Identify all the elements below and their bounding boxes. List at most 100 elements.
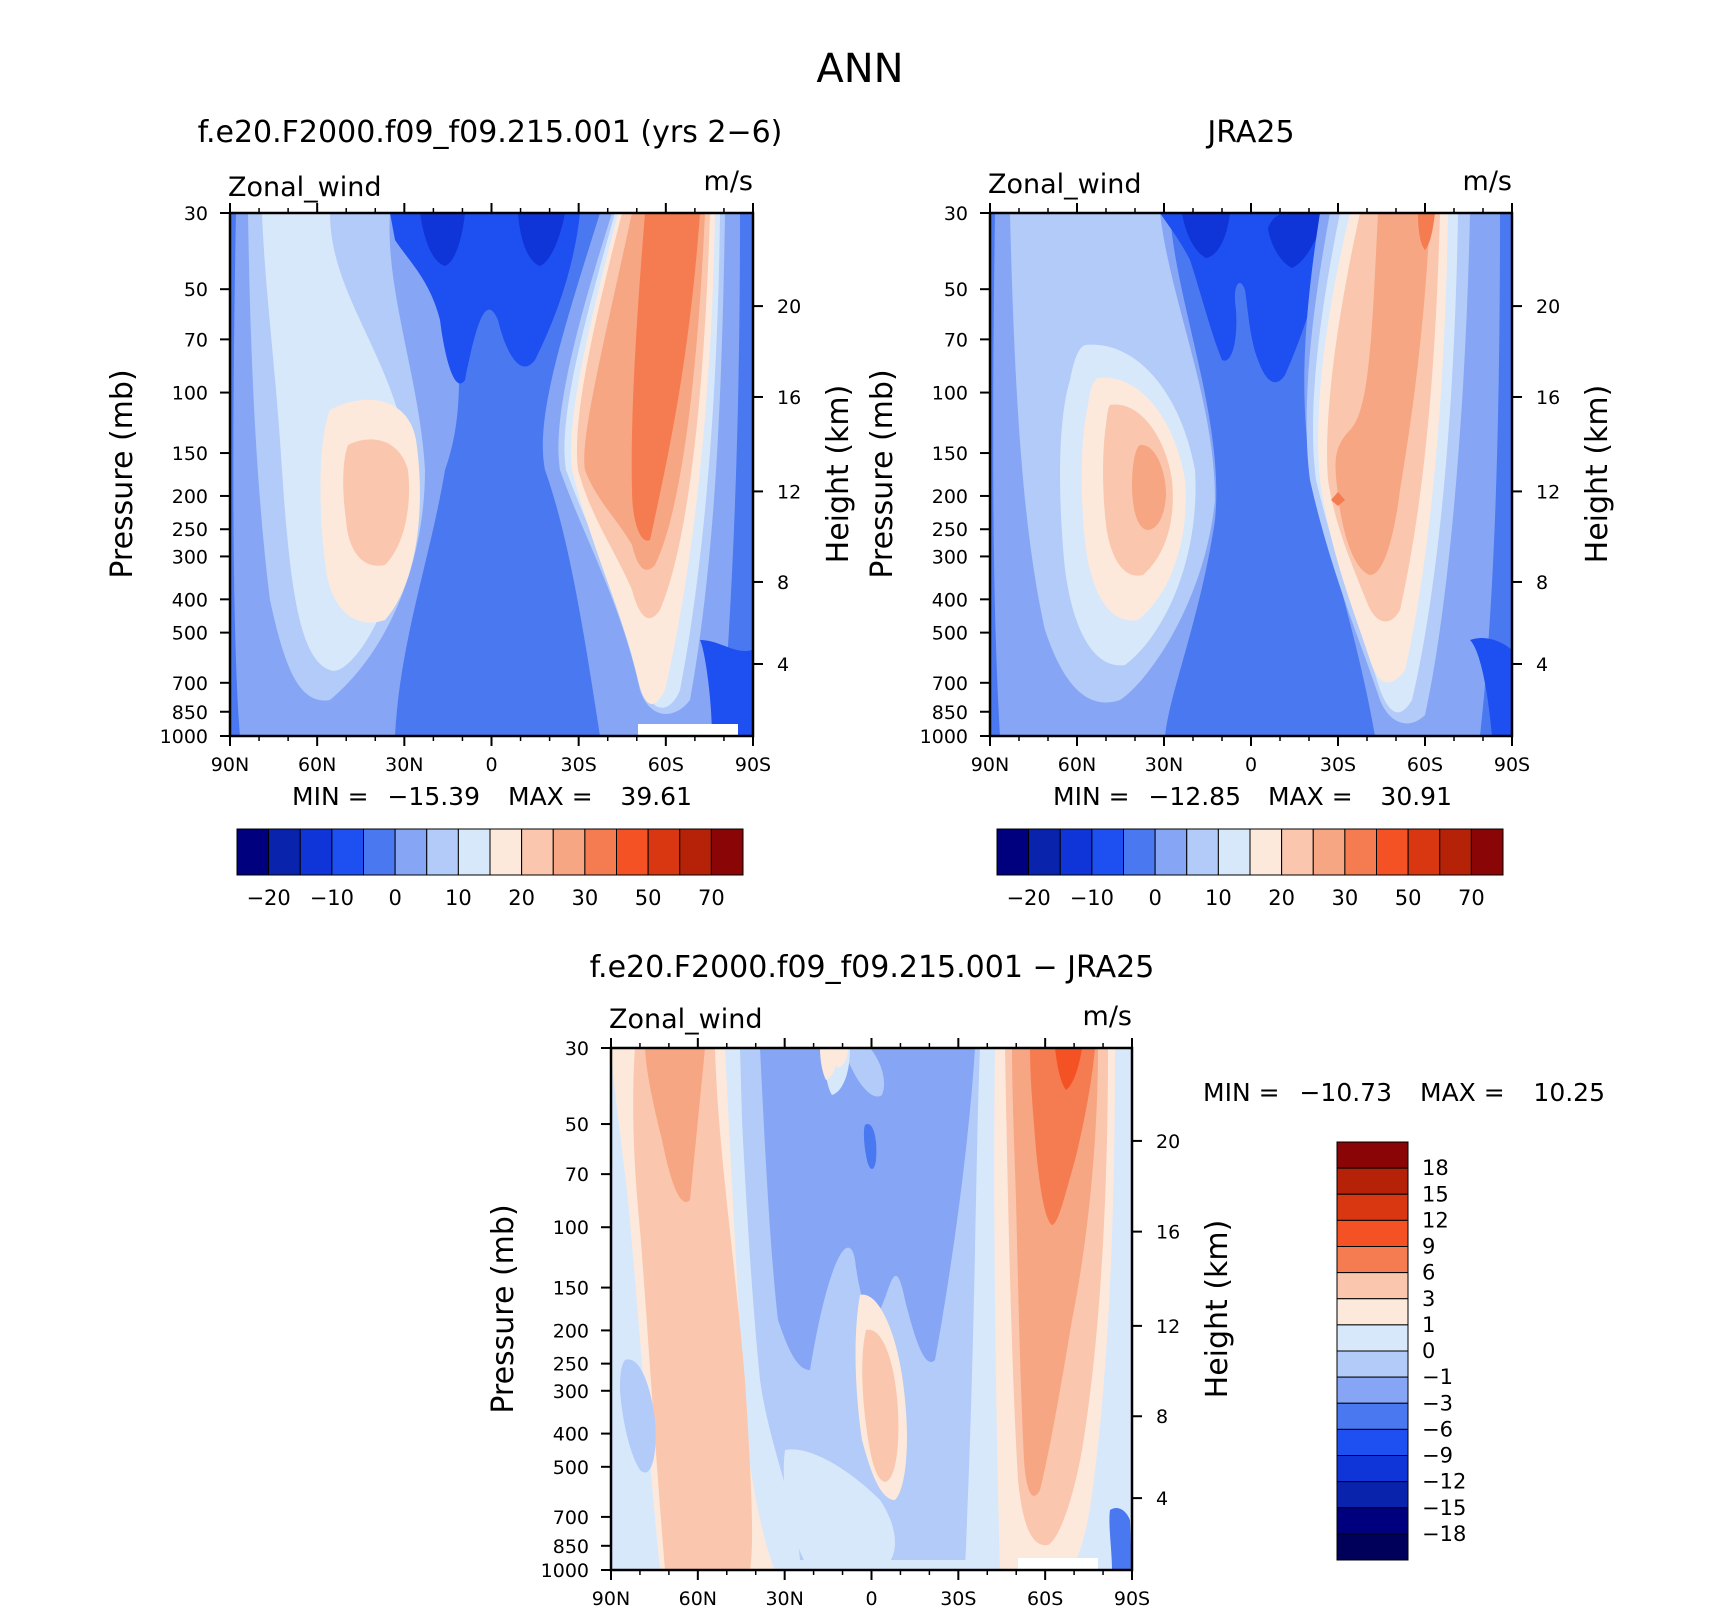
contour-field [611,1048,1132,1570]
y-tick-label: 850 [172,702,208,724]
panel-diff: f.e20.F2000.f09_f09.215.001 − JRA25 Zona… [486,950,1605,1610]
axes: 90N 60N 30N 0 30S 60S 90S 30 50 70 100 150 200 250 300… [160,203,801,776]
x-tick-label: 90N [592,1588,630,1610]
y-tick-label: 200 [553,1320,589,1342]
x-tick-label: 60N [679,1588,717,1610]
colorbar-swatch [647,828,681,876]
y-tick-label: 30 [184,203,208,225]
colorbar-swatch [710,828,744,876]
colorbar-swatch [552,828,586,876]
x-tick-label: 30S [940,1588,976,1610]
y-tick-label: 700 [932,673,968,695]
colorbar-swatch [1123,828,1156,876]
y2-tick-label: 4 [777,654,789,676]
x-tick-label: 0 [865,1588,877,1610]
colorbar-label: 0 [1148,886,1161,910]
y2-tick-label: 16 [1536,387,1560,409]
colorbar-label: 10 [445,886,472,910]
y-tick-label: 70 [565,1164,589,1186]
x-tick-label: 60S [1407,754,1443,776]
colorbar-label: 10 [1205,886,1232,910]
axes: 90N 60N 30N 0 30S 60S 90S 30 50 70 100 150 200 250 300… [920,203,1560,776]
colorbar-swatch [1336,1219,1409,1247]
colorbar-label: 0 [1422,1339,1435,1363]
figure-title: ANN [816,46,903,92]
colorbar-swatch [268,828,301,876]
x-tick-label: 30S [1320,754,1356,776]
max-value: 10.25 [1533,1078,1605,1107]
colorbar: −20 −10 0 10 20 30 50 70 [996,828,1504,910]
colorbar-swatch [1312,828,1346,876]
colorbar-label: 50 [1395,886,1422,910]
contour-band [1182,213,1325,268]
y-tick-label: 70 [184,329,208,351]
y2-tick-label: 4 [1156,1488,1168,1510]
contour-band [863,1124,877,1170]
contour-band [620,1048,885,1473]
y-tick-label: 1000 [160,726,208,748]
x-tick-label: 60S [648,754,684,776]
y-tick-label: 700 [172,673,208,695]
contour-band [783,1048,895,1570]
colorbar-label: 20 [508,886,535,910]
x-tick-label: 30N [765,1588,803,1610]
colorbar-swatch [1336,1272,1409,1300]
max-label: MAX = [1420,1078,1505,1107]
y-tick-label: 200 [932,486,968,508]
colorbar-swatch [996,828,1030,876]
colorbar-swatch [394,828,428,876]
y-tick-label: 1000 [541,1560,589,1582]
colorbar-swatch [1336,1428,1409,1456]
colorbar-swatch [1281,828,1314,876]
y-tick-label: 50 [184,279,208,301]
colorbar-label: 6 [1422,1261,1435,1285]
y-tick-label: 400 [172,589,208,611]
y-tick-label: 500 [932,623,968,645]
y-tick-label: 250 [172,519,208,541]
colorbar-swatch [1059,828,1093,876]
contour-band [862,1329,899,1482]
colorbar-swatch [426,828,459,876]
colorbar-swatch [616,828,649,876]
colorbar-swatch [1336,1167,1409,1195]
colorbar-swatch [1439,828,1472,876]
y2-tick-label: 8 [1536,572,1548,594]
x-tick-label: 90S [1494,754,1530,776]
panel-title: JRA25 [1205,115,1294,150]
colorbar-swatch [1336,1193,1409,1221]
x-tick-label: 60N [1058,754,1096,776]
panel-title: f.e20.F2000.f09_f09.215.001 − JRA25 [590,950,1155,985]
max-label: MAX = [1268,782,1353,811]
y-tick-label: 50 [944,279,968,301]
x-tick-label: 60S [1027,1588,1063,1610]
colorbar-label: −9 [1422,1444,1453,1468]
variable-label: Zonal_wind [609,1004,763,1035]
colorbar-label: 70 [698,886,725,910]
max-label: MAX = [508,782,593,811]
contour-band [1132,444,1166,530]
y-tick-label: 400 [932,589,968,611]
missing-data [638,724,738,736]
colorbar-swatch [331,828,364,876]
colorbar-swatch [679,828,712,876]
colorbar-label: −3 [1422,1391,1453,1415]
y-tick-label: 250 [932,519,968,541]
colorbar-swatch [1336,1455,1409,1483]
contour-band [1470,638,1512,736]
min-value: −10.73 [1299,1078,1392,1107]
colorbar-label: 20 [1268,886,1295,910]
colorbar-label: −1 [1422,1365,1453,1389]
contour-field [230,213,753,736]
y-tick-label: 300 [553,1381,589,1403]
y2-axis-label: Height (km) [1580,385,1615,564]
y-tick-label: 300 [932,546,968,568]
x-tick-label: 30S [561,754,597,776]
contour-band [965,1048,1000,1570]
colorbar-swatch [1336,1376,1409,1404]
missing-data [1018,1558,1098,1570]
colorbar-swatch [584,828,617,876]
contour-band [631,213,700,541]
y-tick-label: 200 [172,486,208,508]
colorbar-swatch [1336,1481,1409,1509]
